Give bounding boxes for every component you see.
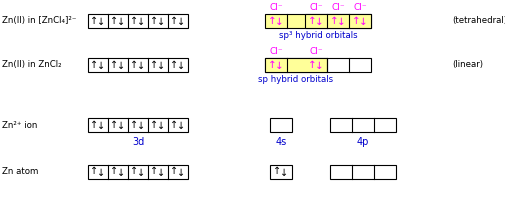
Text: ↓: ↓ [118, 167, 126, 178]
Text: ↑: ↑ [90, 16, 98, 25]
Text: ↓: ↓ [158, 167, 166, 178]
Text: ↑: ↑ [150, 120, 159, 129]
Text: ↑: ↑ [111, 166, 119, 177]
Text: Zn atom: Zn atom [2, 167, 38, 177]
Text: ↑: ↑ [171, 166, 179, 177]
Text: ↓: ↓ [337, 17, 346, 26]
Text: ↑: ↑ [268, 60, 277, 69]
Text: Zn(II) in ZnCl₂: Zn(II) in ZnCl₂ [2, 61, 62, 69]
Text: ↓: ↓ [315, 61, 324, 70]
Bar [270, 118, 292, 132]
Text: 4s: 4s [275, 137, 287, 147]
Text: ↓: ↓ [275, 61, 284, 70]
Text: ↑: ↑ [308, 60, 317, 69]
Text: ↓: ↓ [177, 17, 185, 26]
Text: ↓: ↓ [137, 61, 145, 70]
Text: ↑: ↑ [130, 166, 138, 177]
Text: ↓: ↓ [275, 17, 284, 26]
Text: ↑: ↑ [90, 60, 98, 69]
Bar [330, 165, 396, 179]
Text: ↑: ↑ [90, 120, 98, 129]
Text: ↑: ↑ [150, 16, 159, 25]
Text: ↓: ↓ [359, 17, 368, 26]
Text: Cl⁻: Cl⁻ [353, 3, 367, 12]
Text: ↓: ↓ [118, 61, 126, 70]
Text: ↑: ↑ [111, 60, 119, 69]
Text: ↓: ↓ [315, 17, 324, 26]
Text: ↑: ↑ [130, 120, 138, 129]
Text: (tetrahedral): (tetrahedral) [452, 17, 505, 25]
Text: Cl⁻: Cl⁻ [269, 47, 283, 56]
Text: ↓: ↓ [137, 167, 145, 178]
Text: ↓: ↓ [137, 17, 145, 26]
Text: ↓: ↓ [97, 17, 106, 26]
Bar [265, 58, 327, 72]
Bar [270, 165, 292, 179]
Text: ↑: ↑ [171, 60, 179, 69]
Bar [305, 14, 371, 28]
Text: ↑: ↑ [268, 16, 277, 25]
Text: ↑: ↑ [308, 16, 317, 25]
Bar [88, 14, 188, 28]
Text: ↑: ↑ [111, 120, 119, 129]
Text: 3d: 3d [132, 137, 144, 147]
Text: Cl⁻: Cl⁻ [309, 3, 323, 12]
Bar [88, 165, 188, 179]
Text: ↓: ↓ [97, 61, 106, 70]
Text: ↑: ↑ [171, 16, 179, 25]
Text: Zn(II) in [ZnCl₄]²⁻: Zn(II) in [ZnCl₄]²⁻ [2, 17, 76, 25]
Text: ↓: ↓ [280, 167, 288, 178]
Bar [330, 118, 396, 132]
Text: (linear): (linear) [452, 61, 483, 69]
Text: ↑: ↑ [273, 166, 282, 177]
Text: ↓: ↓ [177, 121, 185, 130]
Text: ↓: ↓ [97, 167, 106, 178]
Text: ↓: ↓ [158, 17, 166, 26]
Text: sp hybrid orbitals: sp hybrid orbitals [259, 75, 334, 84]
Bar [265, 58, 371, 72]
Text: ↓: ↓ [118, 17, 126, 26]
Text: ↑: ↑ [330, 16, 339, 25]
Text: ↑: ↑ [171, 120, 179, 129]
Text: ↑: ↑ [130, 60, 138, 69]
Text: 4p: 4p [357, 137, 369, 147]
Text: Cl⁻: Cl⁻ [331, 3, 345, 12]
Text: ↓: ↓ [177, 167, 185, 178]
Text: ↑: ↑ [150, 166, 159, 177]
Text: ↑: ↑ [130, 16, 138, 25]
Text: ↓: ↓ [158, 61, 166, 70]
Bar [88, 58, 188, 72]
Text: ↑: ↑ [150, 60, 159, 69]
Text: ↑: ↑ [111, 16, 119, 25]
Text: ↑: ↑ [90, 166, 98, 177]
Text: ↓: ↓ [137, 121, 145, 130]
Text: ↓: ↓ [158, 121, 166, 130]
Text: ↓: ↓ [97, 121, 106, 130]
Bar [88, 118, 188, 132]
Text: ↓: ↓ [177, 61, 185, 70]
Bar [265, 14, 371, 28]
Text: sp³ hybrid orbitals: sp³ hybrid orbitals [279, 31, 358, 40]
Text: ↑: ↑ [352, 16, 361, 25]
Text: ↓: ↓ [118, 121, 126, 130]
Text: Zn²⁺ ion: Zn²⁺ ion [2, 121, 37, 129]
Text: Cl⁻: Cl⁻ [269, 3, 283, 12]
Text: Cl⁻: Cl⁻ [309, 47, 323, 56]
